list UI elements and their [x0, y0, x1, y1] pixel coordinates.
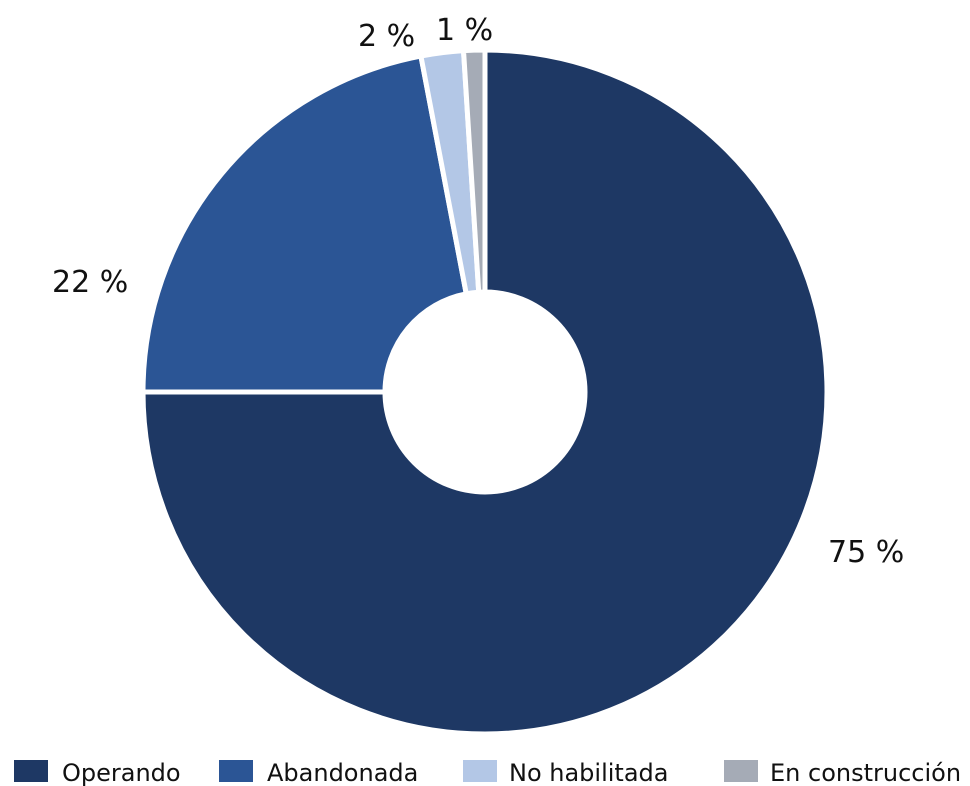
legend-swatch-en-construccion [724, 760, 758, 782]
legend-label-abandonada: Abandonada [267, 759, 418, 786]
legend: Operando Abandonada No habilitada En con… [14, 759, 961, 786]
slice-en-construccion [460, 47, 488, 295]
slice-abandonada [140, 53, 470, 395]
slice-label-no-habilitada: 2 % [358, 19, 415, 54]
slices-group [140, 47, 830, 737]
legend-swatch-no-habilitada [463, 760, 497, 782]
legend-label-en-construccion: En construcción [770, 759, 961, 786]
legend-swatch-operando [14, 760, 48, 782]
slice-label-en-construccion: 1 % [436, 13, 493, 48]
legend-label-operando: Operando [62, 759, 181, 786]
legend-swatch-abandonada [219, 760, 253, 782]
slice-label-abandonada: 22 % [52, 265, 128, 300]
legend-label-no-habilitada: No habilitada [509, 759, 668, 786]
slice-label-operando: 75 % [828, 535, 904, 570]
slice-operando [140, 47, 830, 737]
slice-labels-group: 75 % 22 % 2 % 1 % [52, 13, 904, 570]
